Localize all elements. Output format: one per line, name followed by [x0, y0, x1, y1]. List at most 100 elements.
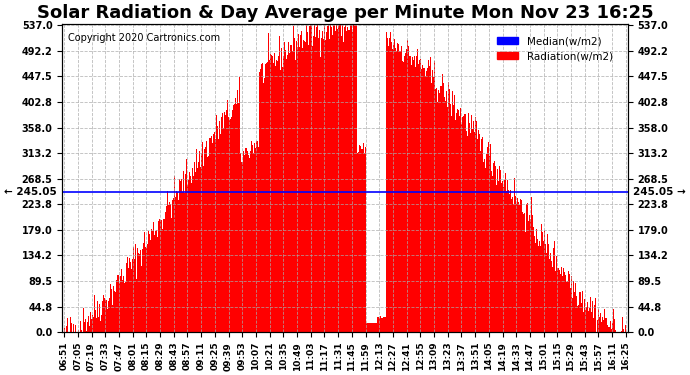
Bar	[509, 194, 510, 332]
Bar	[419, 60, 420, 332]
Bar	[231, 117, 232, 332]
Bar	[245, 148, 246, 332]
Bar	[328, 25, 329, 332]
Bar	[585, 310, 586, 332]
Bar	[444, 98, 445, 332]
Bar	[354, 25, 355, 332]
Bar	[442, 74, 443, 332]
Bar	[315, 38, 316, 332]
Bar	[422, 65, 423, 332]
Bar	[456, 113, 457, 332]
Bar	[453, 105, 454, 332]
Bar	[309, 26, 310, 332]
Bar	[117, 274, 119, 332]
Bar	[531, 197, 533, 332]
Bar	[253, 143, 255, 332]
Bar	[597, 320, 598, 332]
Bar	[520, 199, 521, 332]
Bar	[558, 268, 559, 332]
Bar	[89, 326, 90, 332]
Bar	[371, 323, 372, 332]
Bar	[259, 72, 260, 332]
Bar	[551, 261, 552, 332]
Bar	[185, 174, 186, 332]
Bar	[136, 279, 137, 332]
Bar	[386, 38, 388, 332]
Bar	[336, 25, 337, 332]
Bar	[126, 264, 128, 332]
Bar	[193, 176, 194, 332]
Bar	[337, 25, 339, 332]
Bar	[217, 126, 218, 332]
Bar	[145, 248, 146, 332]
Bar	[83, 309, 84, 332]
Bar	[576, 296, 578, 332]
Bar	[272, 56, 273, 332]
Bar	[198, 162, 199, 332]
Bar	[149, 234, 150, 332]
Bar	[383, 317, 384, 332]
Bar	[326, 32, 327, 332]
Bar	[554, 241, 555, 332]
Bar	[458, 110, 459, 332]
Bar	[373, 323, 374, 332]
Bar	[171, 218, 172, 332]
Bar	[265, 64, 266, 332]
Bar	[106, 300, 107, 332]
Bar	[556, 256, 557, 332]
Bar	[95, 310, 96, 332]
Bar	[141, 266, 142, 332]
Bar	[407, 40, 408, 332]
Bar	[355, 25, 356, 332]
Bar	[580, 292, 581, 332]
Bar	[518, 202, 519, 332]
Bar	[588, 311, 589, 332]
Bar	[375, 323, 376, 332]
Bar	[229, 120, 230, 332]
Bar	[151, 230, 152, 332]
Bar	[110, 288, 112, 332]
Bar	[623, 329, 624, 332]
Bar	[489, 156, 491, 332]
Bar	[226, 110, 227, 332]
Bar	[494, 161, 495, 332]
Bar	[454, 94, 455, 332]
Bar	[462, 117, 463, 332]
Bar	[457, 109, 458, 332]
Bar	[415, 67, 416, 332]
Bar	[288, 54, 290, 332]
Bar	[492, 176, 493, 332]
Bar	[450, 104, 451, 332]
Bar	[403, 62, 404, 332]
Bar	[219, 122, 220, 332]
Bar	[173, 198, 175, 332]
Bar	[119, 283, 121, 332]
Bar	[610, 321, 611, 332]
Bar	[424, 68, 425, 332]
Bar	[541, 224, 542, 332]
Bar	[88, 316, 89, 332]
Bar	[280, 70, 281, 332]
Bar	[544, 230, 545, 332]
Bar	[443, 83, 444, 332]
Bar	[388, 38, 390, 332]
Bar	[292, 51, 293, 332]
Bar	[550, 254, 551, 332]
Bar	[228, 117, 229, 332]
Bar	[124, 283, 126, 332]
Bar	[195, 172, 196, 332]
Bar	[66, 326, 67, 332]
Bar	[505, 173, 506, 332]
Bar	[428, 66, 430, 332]
Bar	[472, 129, 473, 332]
Bar	[241, 162, 243, 332]
Bar	[156, 230, 157, 332]
Bar	[97, 301, 98, 332]
Bar	[232, 110, 233, 332]
Bar	[527, 203, 529, 332]
Bar	[519, 205, 520, 332]
Bar	[186, 159, 187, 332]
Bar	[190, 176, 191, 332]
Bar	[143, 243, 144, 332]
Bar	[293, 26, 294, 332]
